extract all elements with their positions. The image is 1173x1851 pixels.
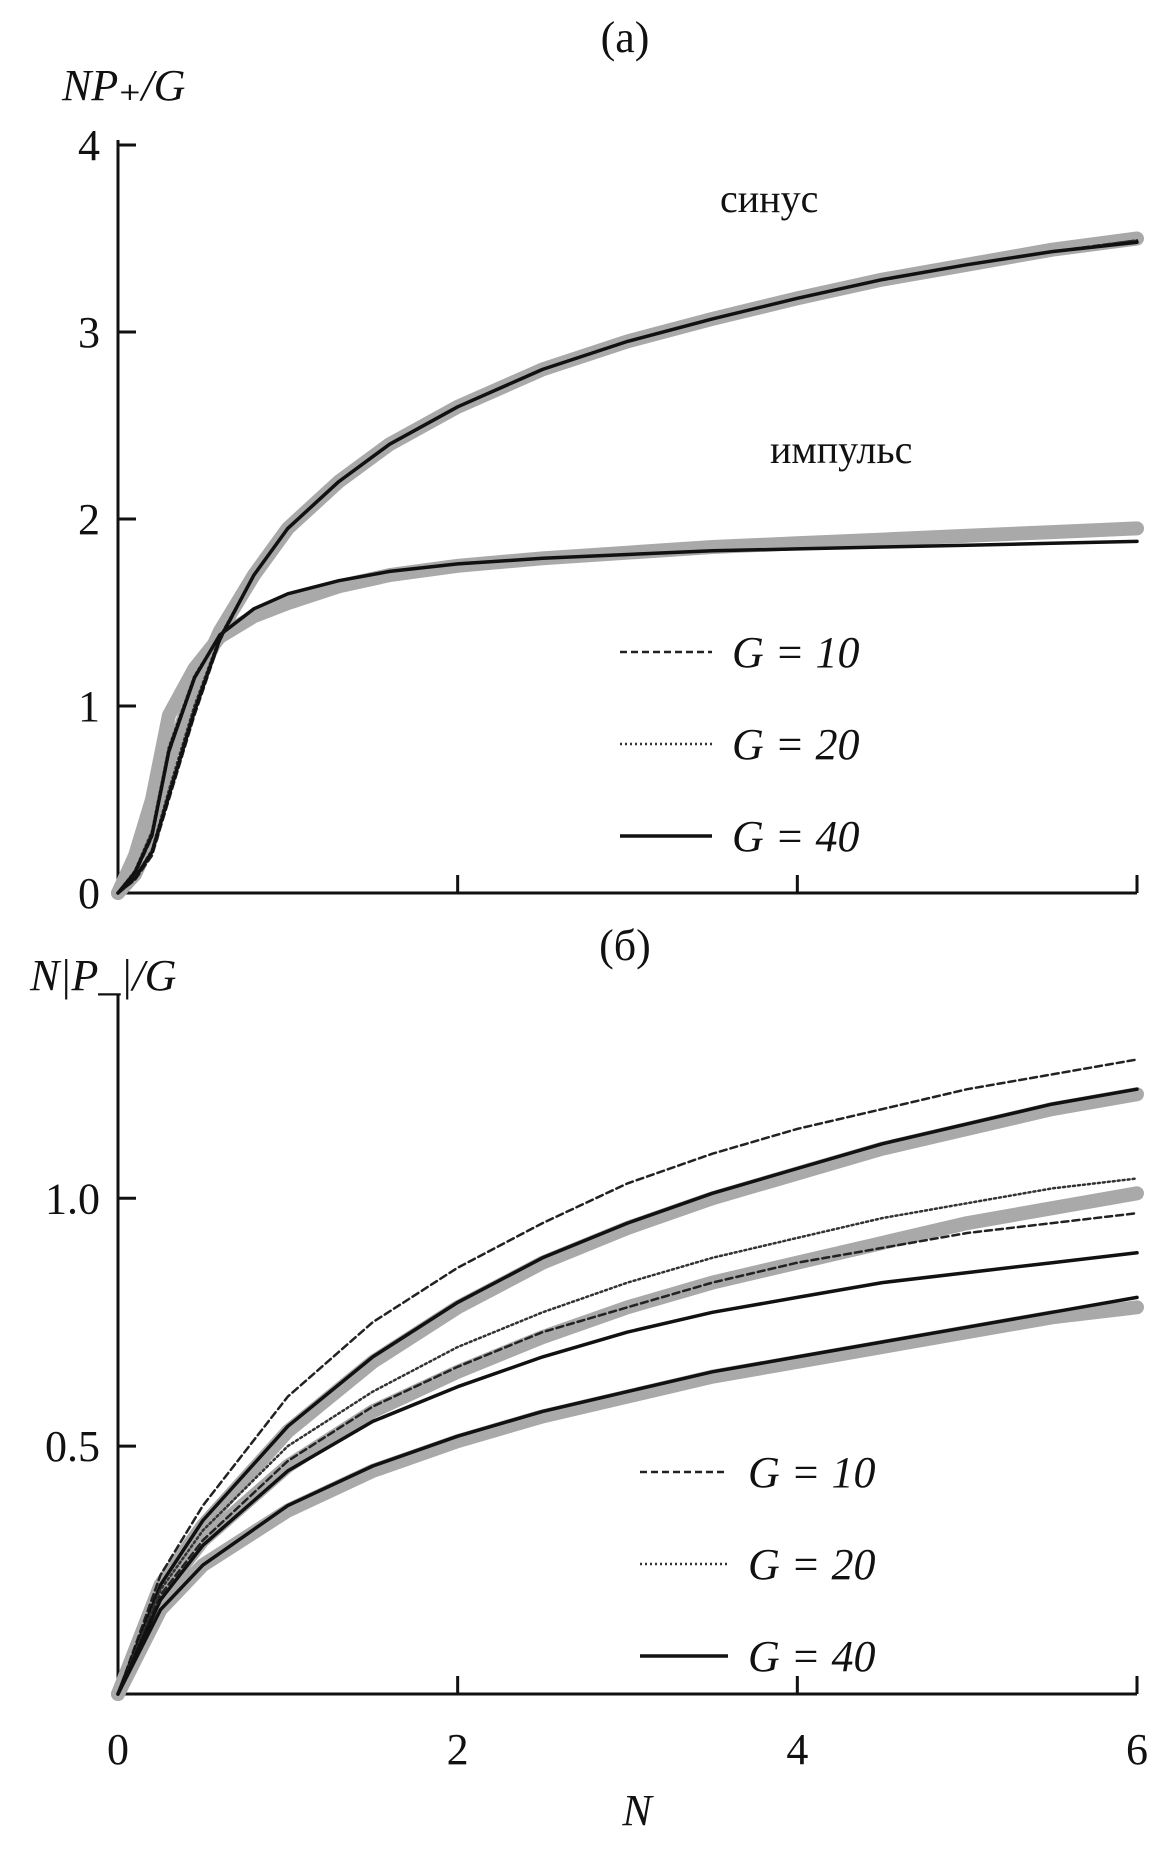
panel-a-series-импульс-dotted xyxy=(116,540,1139,895)
panel-b-series-top-solid xyxy=(116,1087,1139,1696)
panel-b-x-tick-label: 0 xyxy=(107,1725,129,1774)
panel-a-y-tick-label: 0 xyxy=(78,869,100,918)
panel-b: (б) N|P_|/G N 0 2 4 60.51.0 G = 10G = 20G =… xyxy=(29,921,1148,1835)
panel-b-series xyxy=(111,1058,1144,1701)
panel-b-series-middle-dotted xyxy=(116,1177,1139,1696)
panel-b-y-tick-label: 1.0 xyxy=(45,1174,100,1223)
panel-a-y-tick-label: 4 xyxy=(78,121,100,170)
panel-b-series-middle-solid xyxy=(116,1251,1139,1696)
panel-b-y-tick-label: 0.5 xyxy=(45,1422,100,1471)
panel-b-axes xyxy=(116,995,1137,1696)
panel-b-legend-label: G = 10 xyxy=(748,1448,875,1497)
panel-b-y-label: N|P_|/G xyxy=(29,951,176,1000)
panel-b-legend-label: G = 40 xyxy=(748,1632,875,1681)
panel-a-legend-label: G = 20 xyxy=(732,720,859,769)
panel-a-legend-label: G = 10 xyxy=(732,628,859,677)
panel-b-legend: G = 10 G = 20 G = 40 xyxy=(640,1448,875,1681)
annotation-impulse: импульс xyxy=(770,427,912,472)
panel-b-series-bottom-solid xyxy=(116,1295,1139,1696)
panel-b-legend-label: G = 20 xyxy=(748,1540,875,1589)
panel-a-legend: G = 10 G = 20 G = 40 xyxy=(620,628,859,861)
panel-b-ticks: 0 2 4 6 0.5 1.0 xyxy=(45,1174,1148,1774)
annotation-sine: синус xyxy=(720,176,818,221)
panel-a-axes xyxy=(116,140,1137,895)
panel-b-x-tick-label: 2 xyxy=(447,1725,469,1774)
panel-a-series-синус-solid xyxy=(116,240,1139,895)
panel-a-series-импульс-solid xyxy=(116,539,1139,895)
panel-a-ticks: 0 1 2 3 4 xyxy=(78,121,1139,918)
panel-b-series-top-gray-band xyxy=(111,1087,1144,1701)
panel-a-title: (а) xyxy=(601,13,650,62)
panel-b-series-top-dashed xyxy=(116,1058,1139,1696)
panel-a-series-импульс-gray-band xyxy=(111,521,1144,900)
panel-a-y-tick-label: 3 xyxy=(78,308,100,357)
panel-b-series-middle-dashed xyxy=(116,1211,1139,1696)
panel-a-series-импульс-dashed xyxy=(116,540,1139,895)
panel-a-y-tick-label: 1 xyxy=(78,682,100,731)
panel-b-series-bottom-gray-band xyxy=(111,1300,1144,1701)
panel-a-y-label: NP₊/G xyxy=(61,61,185,110)
panel-a-legend-label: G = 40 xyxy=(732,812,859,861)
panel-b-x-tick-label: 6 xyxy=(1126,1725,1148,1774)
panel-a-series-синус-gray-band xyxy=(111,231,1144,900)
panel-b-x-tick-label: 4 xyxy=(786,1725,808,1774)
panel-b-series-middle-gray-band xyxy=(111,1186,1144,1701)
panel-a-y-tick-label: 2 xyxy=(78,495,100,544)
panel-b-x-label: N xyxy=(621,1786,654,1835)
panel-b-title: (б) xyxy=(599,921,651,970)
panel-a-series xyxy=(111,231,1144,900)
